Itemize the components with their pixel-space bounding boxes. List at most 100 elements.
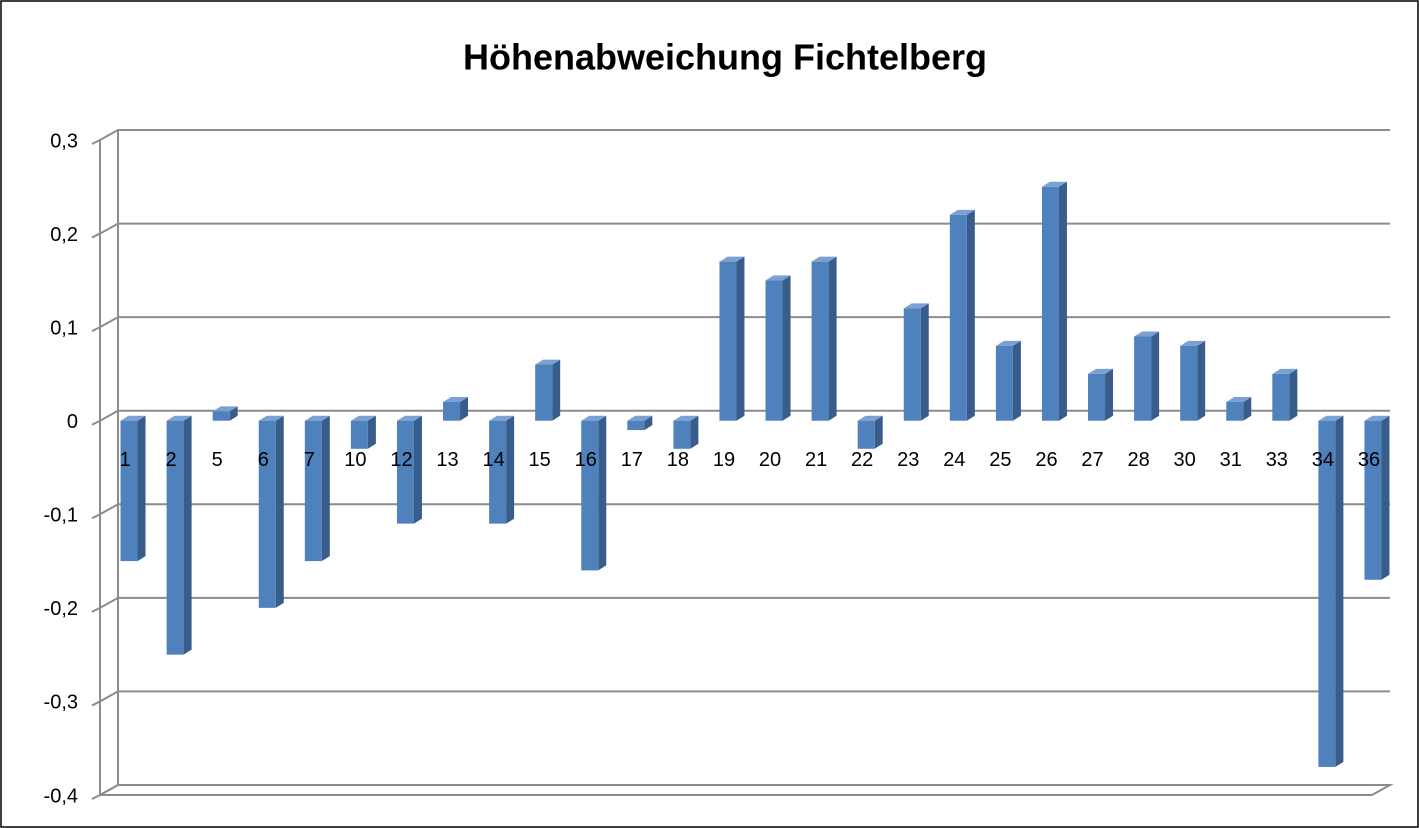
x-tick-label: 24 (943, 449, 965, 471)
x-tick-label: 15 (529, 449, 551, 471)
bar-side (1335, 415, 1344, 767)
bar-side (1289, 368, 1298, 421)
x-tick-label: 28 (1127, 449, 1149, 471)
bar-top (1272, 368, 1298, 374)
x-tick-label: 2 (166, 449, 177, 471)
bar-top (166, 415, 192, 421)
bar (581, 420, 599, 571)
bar-side (137, 415, 146, 562)
x-tick-label: 36 (1358, 449, 1380, 471)
bar (765, 280, 783, 421)
y-tick-label: -0,1 (44, 505, 78, 527)
bar-side (183, 415, 192, 655)
bar-top (765, 275, 791, 281)
bar (258, 420, 276, 608)
bar-side (275, 415, 284, 608)
bar-top (995, 340, 1021, 346)
bar-side (321, 415, 330, 562)
bar (396, 420, 414, 524)
bar (1226, 402, 1244, 421)
bar (350, 420, 368, 449)
grid-line (91, 129, 1390, 145)
grid-line (91, 784, 1394, 800)
bar (1041, 186, 1059, 421)
bar (1088, 373, 1106, 421)
x-tick-label: 16 (575, 449, 597, 471)
bar-side (644, 415, 653, 431)
bar-top (719, 256, 745, 262)
bar-top (535, 359, 561, 365)
x-tick-label: 22 (851, 449, 873, 471)
x-tick-label: 1 (119, 449, 130, 471)
bar (120, 420, 138, 562)
bar-side (598, 415, 607, 571)
grid-line (91, 596, 1390, 613)
bar (1272, 373, 1290, 421)
bar-side (920, 303, 929, 421)
bar (857, 420, 875, 449)
x-tick-label: 18 (667, 449, 689, 471)
bar-side (690, 415, 699, 449)
bar-top (581, 415, 607, 421)
bar-top (903, 303, 929, 309)
x-tick-label: 31 (1220, 449, 1242, 471)
bar (811, 261, 829, 421)
bar (443, 402, 461, 421)
y-tick-label: -0,3 (44, 692, 78, 714)
bar-side (367, 415, 376, 449)
grid-line (91, 316, 1390, 333)
bar-top (443, 397, 469, 402)
y-tick-label: 0,1 (50, 317, 78, 339)
bar (719, 261, 737, 421)
bar (673, 420, 691, 449)
x-tick-label: 27 (1081, 449, 1103, 471)
bar-top (1364, 415, 1390, 421)
x-tick-label: 13 (436, 449, 458, 471)
bar-top (673, 415, 699, 421)
bar (535, 364, 553, 421)
bar-top (1088, 368, 1114, 374)
bar (1134, 336, 1152, 421)
x-tick-label: 30 (1174, 449, 1196, 471)
bar-top (304, 415, 330, 421)
x-tick-label: 21 (805, 449, 827, 471)
bar-top (396, 415, 422, 421)
bar-side (782, 275, 791, 421)
bar-top (489, 415, 515, 421)
bar-side (1197, 340, 1206, 421)
x-tick-label: 12 (390, 449, 412, 471)
chart-title: Höhenabweichung Fichtelberg (463, 37, 987, 78)
y-tick-label: 0,2 (50, 224, 78, 246)
grid-line (91, 690, 1390, 707)
bar-side (1058, 181, 1067, 421)
bar-side (1381, 415, 1390, 580)
y-tick-label: -0,4 (44, 785, 78, 807)
bar-side (460, 397, 469, 421)
bar-top (1318, 415, 1344, 421)
bar-top (350, 415, 376, 421)
x-tick-label: 14 (482, 449, 504, 471)
bar-top (1226, 397, 1252, 402)
bar (995, 345, 1013, 421)
bar (304, 420, 322, 562)
bar-side (413, 415, 422, 524)
bar (627, 420, 645, 431)
y-tick-label: -0,2 (44, 598, 78, 620)
bar-top (949, 209, 975, 215)
x-tick-label: 26 (1035, 449, 1057, 471)
bar-side (506, 415, 515, 524)
bar (212, 411, 230, 421)
bar-side (1243, 397, 1252, 421)
bar (949, 214, 967, 421)
x-tick-label: 10 (344, 449, 366, 471)
bar-side (1012, 340, 1021, 421)
bar-side (1151, 331, 1160, 421)
grid-line (91, 409, 1390, 426)
x-tick-label: 23 (897, 449, 919, 471)
grid-line (91, 222, 1390, 239)
bar (1364, 420, 1382, 580)
bar-side (828, 256, 837, 421)
grid-line (91, 503, 1390, 520)
bar (903, 308, 921, 421)
